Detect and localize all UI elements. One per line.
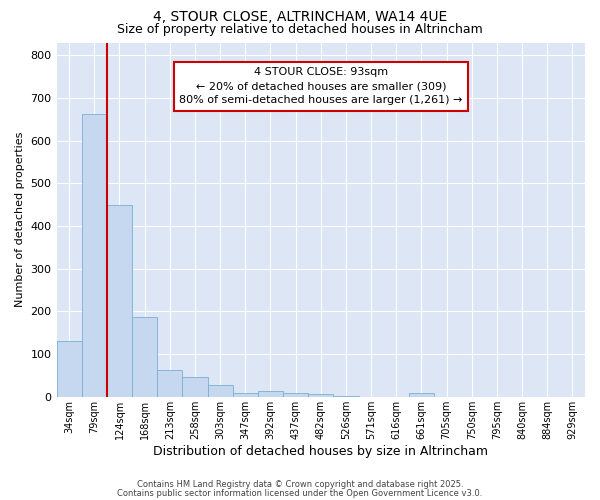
- Bar: [334, 396, 359, 397]
- Bar: [409, 394, 434, 397]
- Bar: [132, 316, 157, 397]
- Y-axis label: Number of detached properties: Number of detached properties: [15, 132, 25, 308]
- Bar: [283, 392, 308, 397]
- Bar: [82, 114, 107, 397]
- Text: 4, STOUR CLOSE, ALTRINCHAM, WA14 4UE: 4, STOUR CLOSE, ALTRINCHAM, WA14 4UE: [153, 10, 447, 24]
- Bar: [258, 391, 283, 397]
- Bar: [233, 392, 258, 397]
- Text: Contains HM Land Registry data © Crown copyright and database right 2025.: Contains HM Land Registry data © Crown c…: [137, 480, 463, 489]
- Bar: [157, 370, 182, 397]
- Text: Contains public sector information licensed under the Open Government Licence v3: Contains public sector information licen…: [118, 488, 482, 498]
- Bar: [182, 376, 208, 397]
- Bar: [107, 204, 132, 397]
- Bar: [56, 342, 82, 397]
- Text: Size of property relative to detached houses in Altrincham: Size of property relative to detached ho…: [117, 22, 483, 36]
- Text: 4 STOUR CLOSE: 93sqm
← 20% of detached houses are smaller (309)
80% of semi-deta: 4 STOUR CLOSE: 93sqm ← 20% of detached h…: [179, 68, 463, 106]
- Bar: [208, 386, 233, 397]
- X-axis label: Distribution of detached houses by size in Altrincham: Distribution of detached houses by size …: [153, 444, 488, 458]
- Bar: [308, 394, 334, 397]
